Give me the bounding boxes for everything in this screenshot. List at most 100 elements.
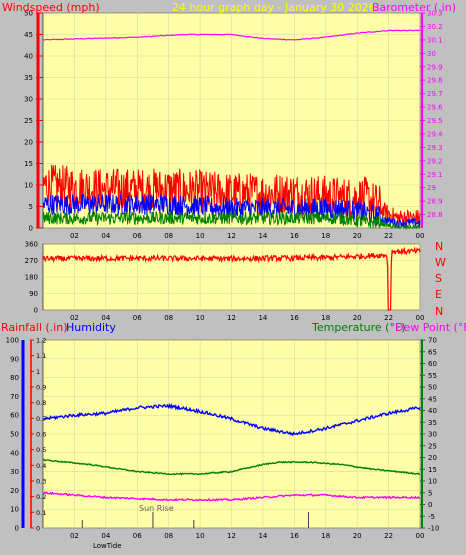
rain-x-tick-label: 08 <box>164 532 173 540</box>
compass-w: W <box>435 256 446 269</box>
humidity-tick-label: 70 <box>10 393 19 401</box>
humidity-tick-label: 20 <box>10 487 19 495</box>
rain-x-tick-label: 14 <box>258 532 267 540</box>
wind-x-tick-label: 22 <box>384 232 393 240</box>
temperature-tick-label: 25 <box>428 442 437 450</box>
humidity-tick-label: 80 <box>10 374 19 382</box>
direction-x-tick-label: 12 <box>227 314 236 322</box>
rainfall-tick-label: 1.1 <box>36 352 46 360</box>
temperature-tick-label: 30 <box>428 431 437 439</box>
barometer-tick-label: 28.9 <box>427 198 443 206</box>
rainfall-axis-title: Rainfall (.in) <box>1 321 68 334</box>
windspeed-tick-label: 45 <box>24 31 33 39</box>
barometer-tick-label: 29.9 <box>427 63 443 71</box>
sunrise-label: Sun Rise <box>139 504 174 513</box>
temperature-tick-label: 10 <box>428 478 437 486</box>
windspeed-tick-label: 35 <box>24 74 33 82</box>
dewpoint-axis-title: Dew Point (°F) <box>395 321 466 334</box>
barometer-tick-label: 30.2 <box>427 23 443 31</box>
direction-x-tick-label: 14 <box>258 314 267 322</box>
direction-x-tick-label: 02 <box>70 314 79 322</box>
temperature-tick-label: 20 <box>428 454 437 462</box>
temperature-tick-label: 60 <box>428 360 437 368</box>
direction-x-tick-label: 04 <box>101 314 110 322</box>
barometer-tick-label: 29.3 <box>427 144 443 152</box>
wind-x-tick-label: 00 <box>416 232 425 240</box>
direction-tick-label: 180 <box>25 274 38 282</box>
temperature-series-line <box>42 458 421 476</box>
humidity-tick-label: 10 <box>10 506 19 514</box>
compass-s: S <box>435 272 442 285</box>
barometer-tick-label: 29.1 <box>427 171 443 179</box>
rainfall-tick-label: 0.9 <box>36 384 46 392</box>
barometer-tick-label: 29.4 <box>427 130 443 138</box>
rainfall-tick-label: 0.6 <box>36 431 46 439</box>
graph-title: 24 hour graph day - January 30 2026 <box>172 1 376 14</box>
temperature-axis-title: Temperature (°F) <box>311 321 406 334</box>
wind-low-series-line <box>42 210 421 230</box>
temperature-tick-label: 35 <box>428 419 437 427</box>
rainfall-tick-label: 0 <box>36 525 40 533</box>
temperature-tick-label: -10 <box>428 525 439 533</box>
rainfall-tick-label: 0.4 <box>36 462 46 470</box>
barometer-tick-label: 30 <box>427 50 436 58</box>
compass-n-top: N <box>435 240 443 253</box>
wind-direction-series-line <box>42 246 421 311</box>
humidity-tick-label: 90 <box>10 355 19 363</box>
barometer-tick-label: 29.8 <box>427 77 443 85</box>
humidity-tick-label: 40 <box>10 449 19 457</box>
temperature-tick-label: 55 <box>428 372 437 380</box>
humidity-tick-label: 100 <box>6 337 19 345</box>
windspeed-tick-label: 30 <box>24 96 33 104</box>
direction-x-tick-label: 06 <box>133 314 142 322</box>
wind-x-tick-label: 12 <box>227 232 236 240</box>
windspeed-tick-label: 25 <box>24 117 33 125</box>
barometer-tick-label: 30.3 <box>427 10 443 18</box>
windspeed-tick-label: 20 <box>24 139 33 147</box>
temperature-tick-label: 50 <box>428 384 437 392</box>
direction-tick-label: 0 <box>34 307 38 315</box>
barometer-tick-label: 28.8 <box>427 211 443 219</box>
direction-x-tick-label: 00 <box>416 314 425 322</box>
rainfall-tick-label: 1 <box>36 368 40 376</box>
humidity-tick-label: 0 <box>15 525 19 533</box>
wind-x-tick-label: 18 <box>321 232 330 240</box>
windspeed-tick-label: 0 <box>29 225 33 233</box>
rain-x-tick-label: 22 <box>384 532 393 540</box>
rain-x-tick-label: 02 <box>70 532 79 540</box>
windspeed-tick-label: 5 <box>29 203 33 211</box>
rain-x-tick-label: 00 <box>416 532 425 540</box>
wind-average-series-line <box>42 193 421 229</box>
compass-n-bottom: N <box>435 305 443 318</box>
windspeed-tick-label: 40 <box>24 53 33 61</box>
direction-x-tick-label: 08 <box>164 314 173 322</box>
rainfall-tick-label: 0.8 <box>36 399 46 407</box>
barometer-tick-label: 29 <box>427 184 436 192</box>
humidity-tick-label: 60 <box>10 412 19 420</box>
humidity-tick-label: 30 <box>10 468 19 476</box>
rainfall-tick-label: 0.5 <box>36 446 46 454</box>
windspeed-tick-label: 50 <box>24 10 33 18</box>
direction-x-tick-label: 20 <box>353 314 362 322</box>
barometer-tick-label: 29.7 <box>427 90 443 98</box>
humidity-series-line <box>42 402 421 437</box>
temperature-tick-label: 0 <box>428 501 432 509</box>
compass-e: E <box>435 288 442 301</box>
direction-tick-label: 360 <box>25 241 38 249</box>
wind-x-tick-label: 10 <box>196 232 205 240</box>
direction-tick-label: 270 <box>25 257 38 265</box>
temperature-tick-label: 45 <box>428 395 437 403</box>
direction-x-tick-label: 22 <box>384 314 393 322</box>
windspeed-tick-label: 15 <box>24 160 33 168</box>
wind-x-tick-label: 04 <box>101 232 110 240</box>
rain-x-tick-label: 16 <box>290 532 299 540</box>
direction-x-tick-label: 10 <box>196 314 205 322</box>
wind-x-tick-label: 16 <box>290 232 299 240</box>
temperature-tick-label: 70 <box>428 337 437 345</box>
barometer-tick-label: 29.2 <box>427 157 443 165</box>
wind-x-tick-label: 02 <box>70 232 79 240</box>
rainfall-tick-label: 1.2 <box>36 337 46 345</box>
wind-x-tick-label: 08 <box>164 232 173 240</box>
